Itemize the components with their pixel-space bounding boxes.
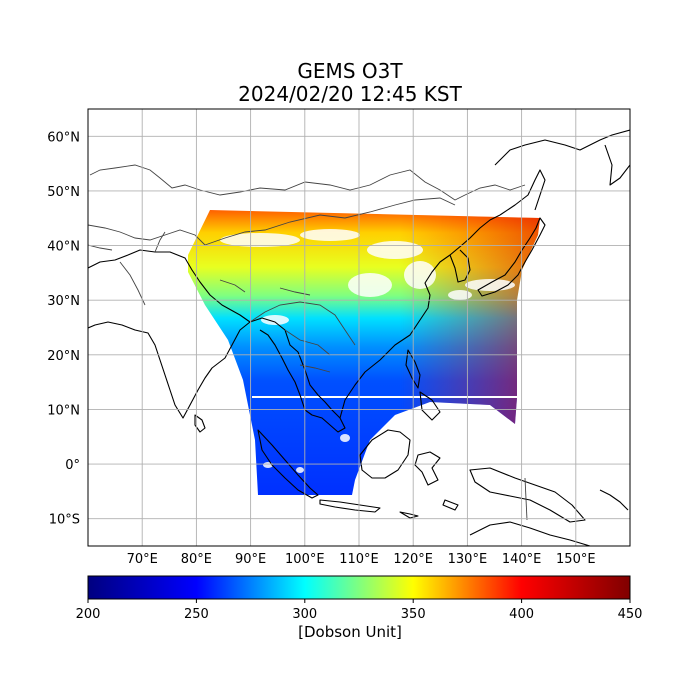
ozone-swath	[188, 210, 540, 495]
map-title: GEMS O3T	[297, 59, 403, 83]
colorbar-tick-label: 250	[184, 607, 209, 622]
lat-tick-label: 0°	[65, 458, 80, 473]
lon-tick-label: 120°E	[393, 552, 433, 567]
colorbar-label: [Dobson Unit]	[298, 623, 402, 641]
map-subtitle: 2024/02/20 12:45 KST	[238, 82, 462, 106]
longitude-tick-labels: 70°E 80°E 90°E 100°E 110°E 120°E 130°E 140°E 150…	[127, 552, 596, 567]
lat-tick-label: 30°N	[47, 294, 80, 309]
no-data-patches	[220, 229, 515, 473]
colorbar-tick-label: 450	[618, 607, 643, 622]
lat-tick-label: 40°N	[47, 240, 80, 255]
lon-tick-label: 140°E	[502, 552, 542, 567]
colorbar-ticks: 200 250 300 350 400 450	[76, 599, 643, 622]
colorbar	[87, 575, 631, 600]
gridlines	[88, 109, 630, 546]
lon-tick-label: 150°E	[556, 552, 596, 567]
lon-tick-label: 80°E	[181, 552, 212, 567]
lon-tick-label: 70°E	[127, 552, 158, 567]
lat-tick-label: 10°S	[49, 513, 80, 528]
colorbar-tick-label: 350	[401, 607, 426, 622]
colorbar-tick-label: 200	[76, 607, 101, 622]
colorbar-tick-label: 300	[292, 607, 317, 622]
lat-tick-label: 50°N	[47, 185, 80, 200]
scan-gap	[252, 396, 517, 398]
colorbar-tick-label: 400	[509, 607, 534, 622]
lat-tick-label: 60°N	[47, 130, 80, 145]
latitude-tick-labels: 60°N 50°N 40°N 30°N 20°N 10°N 0° 10°S	[47, 130, 80, 527]
lon-tick-label: 130°E	[448, 552, 488, 567]
lat-tick-label: 20°N	[47, 349, 80, 364]
lon-tick-label: 100°E	[285, 552, 325, 567]
map-frame	[87, 108, 631, 547]
coastlines	[88, 129, 630, 546]
lon-tick-label: 110°E	[339, 552, 379, 567]
lat-tick-label: 10°N	[47, 403, 80, 418]
lon-tick-label: 90°E	[235, 552, 266, 567]
